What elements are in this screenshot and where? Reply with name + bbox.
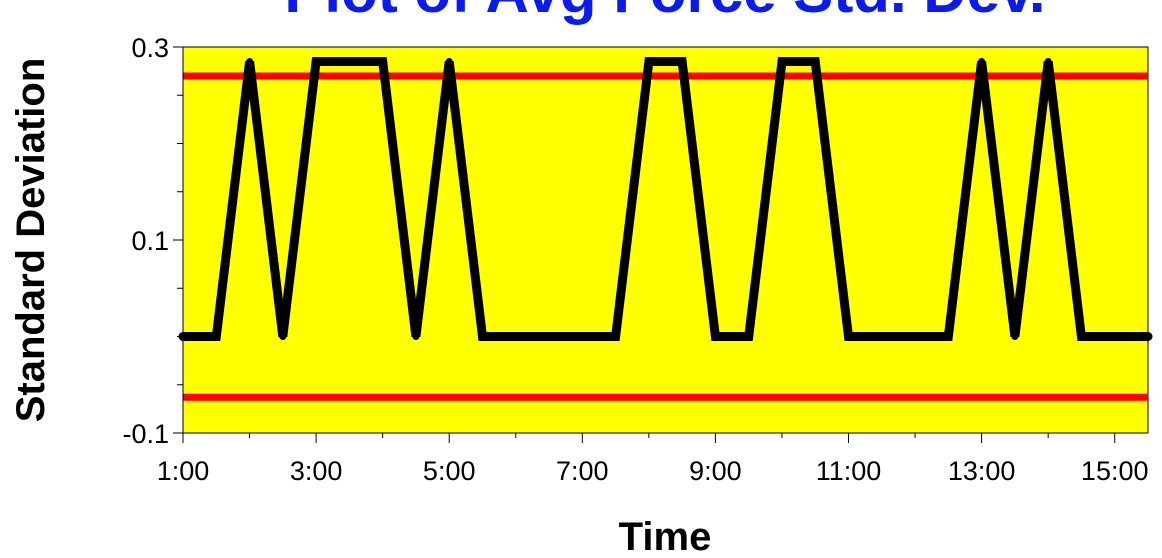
- data-point: [1077, 333, 1085, 340]
- data-point: [512, 333, 520, 340]
- y-tick-label: -0.1: [122, 419, 169, 449]
- data-point: [445, 58, 453, 65]
- data-point: [1011, 333, 1019, 340]
- y-axis-label: Standard Deviation: [9, 58, 53, 423]
- data-point: [911, 333, 919, 340]
- x-tick-label: 9:00: [689, 456, 742, 486]
- data-point: [212, 333, 220, 340]
- series-line: [178, 57, 1153, 341]
- data-point: [578, 333, 586, 340]
- x-axis-label: Time: [619, 515, 712, 558]
- data-point: [279, 333, 287, 340]
- data-point: [711, 333, 719, 340]
- data-point: [345, 58, 353, 65]
- data-point: [845, 333, 852, 340]
- series-group: [178, 57, 1153, 341]
- x-tick-label: 5:00: [423, 456, 476, 486]
- data-point: [312, 58, 320, 65]
- data-point: [246, 58, 254, 65]
- data-point: [1144, 333, 1152, 340]
- y-ticks: -0.1 0.1 0.3: [122, 33, 183, 449]
- data-point: [678, 58, 686, 65]
- y-tick-label: 0.3: [131, 33, 169, 63]
- data-point: [944, 333, 952, 340]
- x-tick-label: 1:00: [157, 456, 210, 486]
- x-tick-label: 11:00: [816, 456, 882, 486]
- data-point: [379, 58, 387, 65]
- x-tick-label: 15:00: [1081, 456, 1149, 486]
- data-point: [412, 333, 420, 340]
- data-point: [778, 58, 786, 65]
- data-point: [479, 333, 486, 340]
- x-tick-label: 7:00: [556, 456, 609, 486]
- data-point: [545, 333, 553, 340]
- x-ticks: 1:00 3:00 5:00 7:00 9:00 11:00 13:00 15:00: [157, 433, 1149, 486]
- chart-title: Plot of Avg Force Std. Dev.: [284, 0, 1045, 25]
- y-tick-label: 0.1: [131, 226, 169, 256]
- data-point: [645, 58, 653, 65]
- data-point: [1044, 58, 1052, 65]
- data-point: [978, 58, 986, 65]
- data-point: [1111, 333, 1119, 340]
- data-point: [878, 333, 886, 340]
- x-tick-label: 3:00: [290, 456, 343, 486]
- data-point: [612, 333, 620, 340]
- x-tick-label: 13:00: [948, 456, 1016, 486]
- data-point: [745, 333, 753, 340]
- data-point: [811, 58, 819, 65]
